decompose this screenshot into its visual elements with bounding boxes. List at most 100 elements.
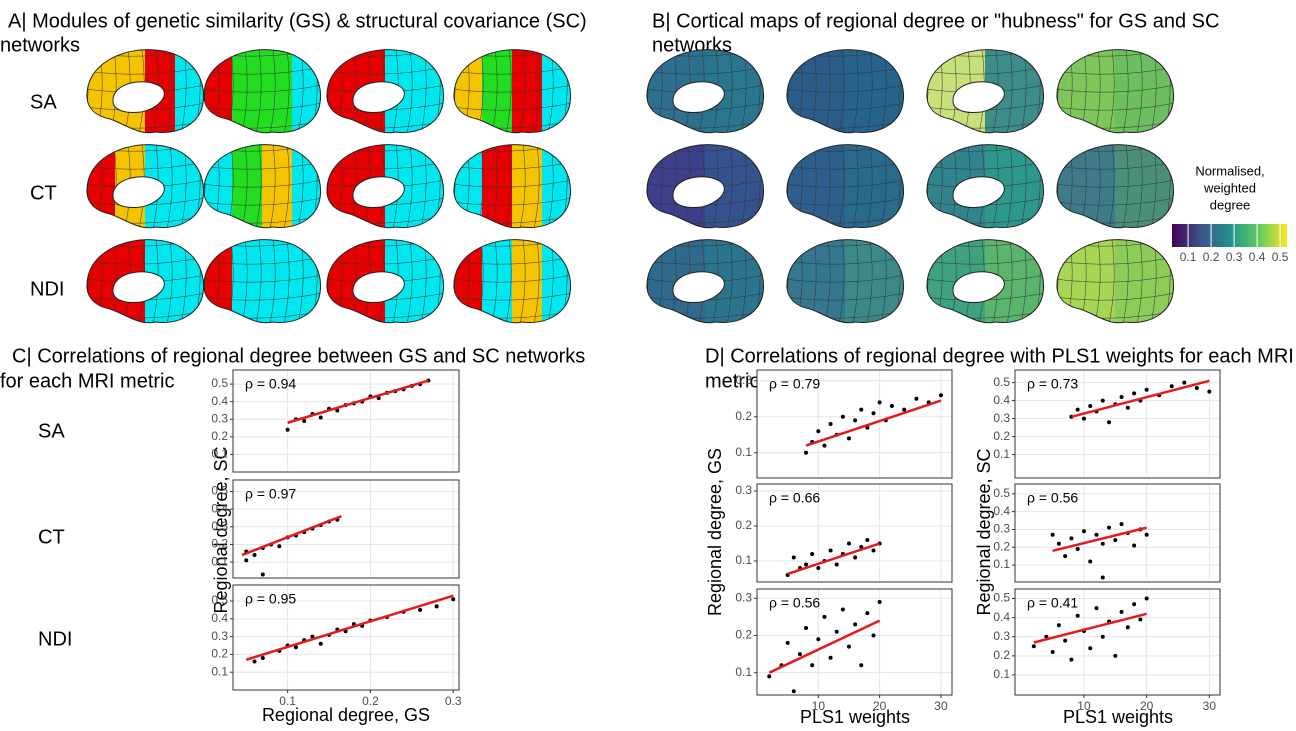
brain-outline xyxy=(926,144,1045,229)
brain-outline xyxy=(453,49,572,134)
point xyxy=(1056,541,1061,546)
y-tick-label: 0.1 xyxy=(211,447,228,461)
region-border xyxy=(203,161,321,170)
region-border xyxy=(1056,161,1174,170)
panel-title: C| Correlations of regional degree betwe… xyxy=(12,345,585,367)
brain xyxy=(1056,239,1175,324)
colorbar-tick-label: 0.1 xyxy=(1180,250,1197,264)
region-border xyxy=(326,239,329,323)
row-label: SA xyxy=(38,420,65,442)
region-border xyxy=(453,239,456,323)
region-border xyxy=(786,292,904,301)
annotation: ρ = 0.56 xyxy=(769,595,820,611)
brain-region xyxy=(292,239,321,323)
brain-region xyxy=(415,49,444,133)
y-tick-label: 0.4 xyxy=(211,394,228,408)
brain-hole xyxy=(952,271,1005,303)
region-border xyxy=(926,144,929,228)
y-tick-label: 0.3 xyxy=(993,522,1010,536)
fit-line xyxy=(768,619,881,674)
point xyxy=(797,652,802,657)
colorbar-title: degree xyxy=(1210,197,1250,212)
brain-outline xyxy=(646,239,765,324)
brain-surface xyxy=(1056,49,1174,133)
brain-outline xyxy=(203,239,322,324)
y-tick-label: 0.5 xyxy=(211,376,228,390)
annotation: ρ = 0.41 xyxy=(1027,595,1078,611)
point xyxy=(1100,398,1105,403)
region-border xyxy=(203,239,206,323)
point xyxy=(252,553,257,558)
brain xyxy=(646,144,765,229)
point xyxy=(1144,596,1149,601)
region-border xyxy=(926,256,1044,265)
region-border xyxy=(86,66,204,75)
x-tick-label: 20 xyxy=(873,699,887,713)
brain-surface xyxy=(203,144,321,228)
point xyxy=(318,641,323,646)
y-tick-label: 0.2 xyxy=(993,539,1010,553)
panel-title: networks xyxy=(0,34,80,56)
x-tick-label: 30 xyxy=(1203,699,1217,713)
region-border xyxy=(203,102,321,111)
y-tick-label: 0.4 xyxy=(211,501,228,515)
brain-region xyxy=(482,239,513,323)
y-tick-label: 0.3 xyxy=(735,590,752,604)
region-border xyxy=(86,256,204,265)
y-axis-label: Regional degree, SC xyxy=(974,448,994,615)
brain-hole xyxy=(672,271,725,303)
panel-border xyxy=(1014,369,1221,479)
region-border xyxy=(786,144,789,228)
point xyxy=(1075,547,1080,552)
brain-region xyxy=(292,49,321,133)
point xyxy=(1144,532,1149,537)
point xyxy=(865,538,870,542)
region-border xyxy=(786,66,904,75)
brain-outline xyxy=(646,144,765,229)
point xyxy=(1081,529,1086,534)
colorbar-title: Normalised, xyxy=(1195,163,1264,178)
annotation: ρ = 0.95 xyxy=(245,591,296,607)
y-tick-label: 0.5 xyxy=(993,591,1010,605)
region-border xyxy=(926,161,1044,170)
brain xyxy=(326,239,445,324)
region-border xyxy=(1056,66,1174,75)
y-tick-label: 0.2 xyxy=(735,409,752,423)
y-tick-label: 0.1 xyxy=(735,665,752,679)
brain xyxy=(86,239,205,324)
y-tick-label: 0.1 xyxy=(211,554,228,568)
brain-outline xyxy=(453,239,572,324)
brain-surface xyxy=(1056,239,1174,323)
region-border xyxy=(203,256,321,265)
region-border xyxy=(453,256,571,265)
annotation: ρ = 0.97 xyxy=(245,486,296,502)
point xyxy=(859,407,864,412)
region-border xyxy=(926,66,1044,75)
x-tick-label: 0.1 xyxy=(279,694,296,708)
point xyxy=(1050,532,1055,537)
x-tick-label: 10 xyxy=(812,699,826,713)
region-border xyxy=(1056,144,1059,228)
region-border xyxy=(453,274,571,283)
region-border xyxy=(453,102,571,111)
point xyxy=(816,637,821,642)
point xyxy=(1132,391,1137,396)
panel-background xyxy=(1015,589,1220,695)
brain-surface xyxy=(453,144,571,228)
point xyxy=(865,611,870,616)
region-border xyxy=(646,239,649,323)
y-tick-label: 0.3 xyxy=(993,629,1010,643)
point xyxy=(877,600,882,605)
x-tick-label: 0.3 xyxy=(445,694,462,708)
brain-hole xyxy=(352,176,405,208)
point xyxy=(451,597,456,602)
point xyxy=(434,604,439,609)
region-border xyxy=(1056,197,1174,206)
point xyxy=(1050,650,1055,655)
y-tick-label: 0.3 xyxy=(735,373,752,387)
region-border xyxy=(203,274,321,283)
point xyxy=(791,555,796,560)
point xyxy=(889,404,894,408)
annotation: ρ = 0.56 xyxy=(1027,490,1078,506)
point xyxy=(1194,386,1199,390)
